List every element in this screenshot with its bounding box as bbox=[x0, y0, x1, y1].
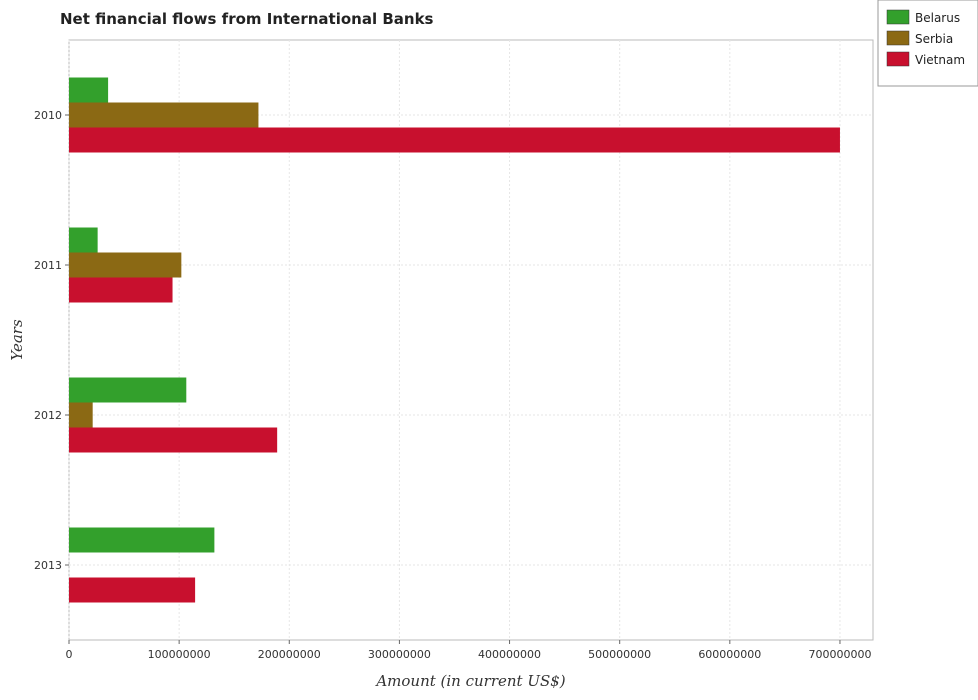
x-ticks: 0 100000000 200000000 300000000 400000000 500… bbox=[66, 640, 871, 661]
bar-serbia-2012 bbox=[69, 402, 93, 428]
x-tick-label: 500000000 bbox=[588, 648, 651, 661]
legend-label-belarus: Belarus bbox=[915, 11, 960, 25]
bar-serbia-2010 bbox=[69, 102, 259, 128]
y-ticks: 2010 2011 2012 2013 bbox=[34, 109, 69, 572]
bar-belarus-2011 bbox=[69, 227, 98, 253]
bar-vietnam-2013 bbox=[69, 577, 196, 603]
y-axis-title: Years bbox=[8, 319, 26, 361]
chart-title: Net financial flows from International B… bbox=[60, 10, 434, 28]
legend: Belarus Serbia Vietnam bbox=[877, 0, 978, 87]
x-tick-label: 400000000 bbox=[478, 648, 541, 661]
y-tick-label: 2010 bbox=[34, 109, 62, 122]
x-tick-label: 200000000 bbox=[258, 648, 321, 661]
x-tick-label: 300000000 bbox=[368, 648, 431, 661]
legend-label-vietnam: Vietnam bbox=[915, 53, 965, 67]
bar-belarus-2010 bbox=[69, 77, 109, 103]
y-tick-label: 2012 bbox=[34, 409, 62, 422]
bar-vietnam-2011 bbox=[69, 277, 173, 303]
legend-swatch-vietnam bbox=[886, 51, 910, 67]
x-tick-label: 100000000 bbox=[148, 648, 211, 661]
x-axis-title: Amount (in current US$) bbox=[374, 672, 565, 690]
x-tick-label: 0 bbox=[66, 648, 73, 661]
x-tick-label: 600000000 bbox=[698, 648, 761, 661]
bars bbox=[69, 77, 840, 603]
legend-label-serbia: Serbia bbox=[915, 32, 953, 46]
legend-swatch-serbia bbox=[886, 30, 910, 46]
bar-vietnam-2012 bbox=[69, 427, 278, 453]
bar-belarus-2012 bbox=[69, 377, 187, 403]
bar-belarus-2013 bbox=[69, 527, 215, 553]
bar-vietnam-2010 bbox=[69, 127, 840, 153]
bar-serbia-2011 bbox=[69, 252, 182, 278]
legend-swatch-belarus bbox=[886, 9, 910, 25]
y-tick-label: 2011 bbox=[34, 259, 62, 272]
y-tick-label: 2013 bbox=[34, 559, 62, 572]
x-tick-label: 700000000 bbox=[808, 648, 871, 661]
